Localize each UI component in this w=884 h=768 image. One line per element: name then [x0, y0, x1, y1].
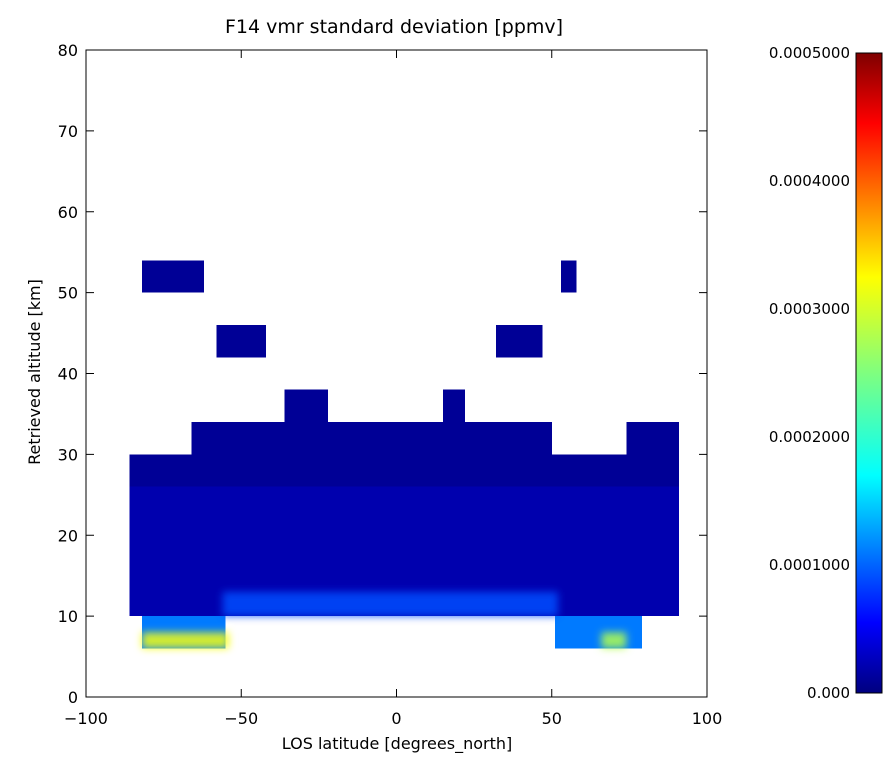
heatmap-cell: [191, 422, 552, 455]
x-tick-label: −100: [64, 709, 108, 728]
colorbar-ticks: 0.000 0.0001000 0.0002000 0.0003000 0.000400…: [769, 44, 850, 702]
y-tick-label: 50: [58, 284, 78, 303]
heatmap-cell: [554, 616, 642, 649]
heatmap-cell: [141, 260, 204, 293]
x-tick-label: 50: [542, 709, 562, 728]
heatmap-cell: [443, 389, 465, 423]
colorbar-tick-label: 0.0005000: [769, 44, 850, 62]
x-tick-label: 100: [692, 709, 723, 728]
heatmap-hot-spots: [141, 591, 627, 649]
x-axis: −100 −50 0 50 100: [64, 50, 722, 728]
y-tick-label: 10: [58, 607, 78, 626]
heatmap-cell: [626, 422, 680, 455]
x-axis-label: LOS latitude [degrees_north]: [282, 734, 512, 754]
colorbar-tick-label: 0.0001000: [769, 556, 850, 574]
y-axis-label: Retrieved altitude [km]: [25, 279, 44, 465]
x-tick-label: 0: [391, 709, 401, 728]
y-tick-label: 40: [58, 365, 78, 384]
y-tick-label: 30: [58, 445, 78, 464]
heatmap-cell: [495, 324, 543, 358]
y-tick-label: 80: [58, 41, 78, 60]
heatmap-hot-spot: [141, 632, 229, 649]
y-axis: 0 10 20 30 40 50 60 70 80: [58, 41, 707, 707]
heatmap-hot-spot: [222, 591, 558, 617]
chart-title: F14 vmr standard deviation [ppmv]: [225, 16, 563, 38]
colorbar-tick-label: 0.0004000: [769, 172, 850, 190]
heatmap-hot-spot: [601, 632, 627, 649]
heatmap-cell: [216, 324, 267, 358]
y-tick-label: 0: [68, 688, 78, 707]
colorbar: [855, 52, 883, 694]
colorbar-tick-label: 0.0002000: [769, 428, 850, 446]
heatmap-cell: [129, 454, 680, 487]
y-tick-label: 20: [58, 526, 78, 545]
x-tick-label: −50: [224, 709, 258, 728]
y-tick-label: 60: [58, 203, 78, 222]
y-tick-label: 70: [58, 122, 78, 141]
colorbar-tick-label: 0.0003000: [769, 300, 850, 318]
colorbar-tick-label: 0.000: [807, 684, 850, 702]
heatmap-cell: [561, 260, 577, 293]
heatmap-cell: [284, 389, 329, 423]
heatmap-cells: [129, 260, 680, 649]
